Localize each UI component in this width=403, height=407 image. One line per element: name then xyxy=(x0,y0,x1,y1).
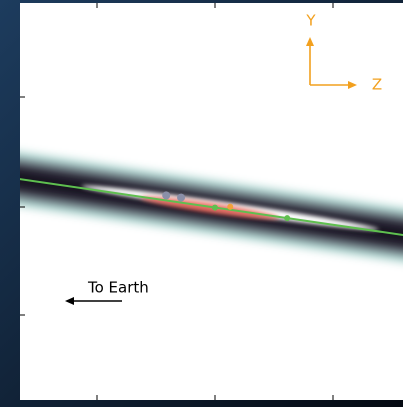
axis-z-label: Z xyxy=(372,76,382,94)
page: Y Z To Earth (() => { const data = JSON.… xyxy=(0,0,403,407)
axis-y-label: Y xyxy=(305,12,316,30)
scene: Y Z To Earth xyxy=(0,0,403,407)
direction-label: To Earth xyxy=(87,279,149,297)
